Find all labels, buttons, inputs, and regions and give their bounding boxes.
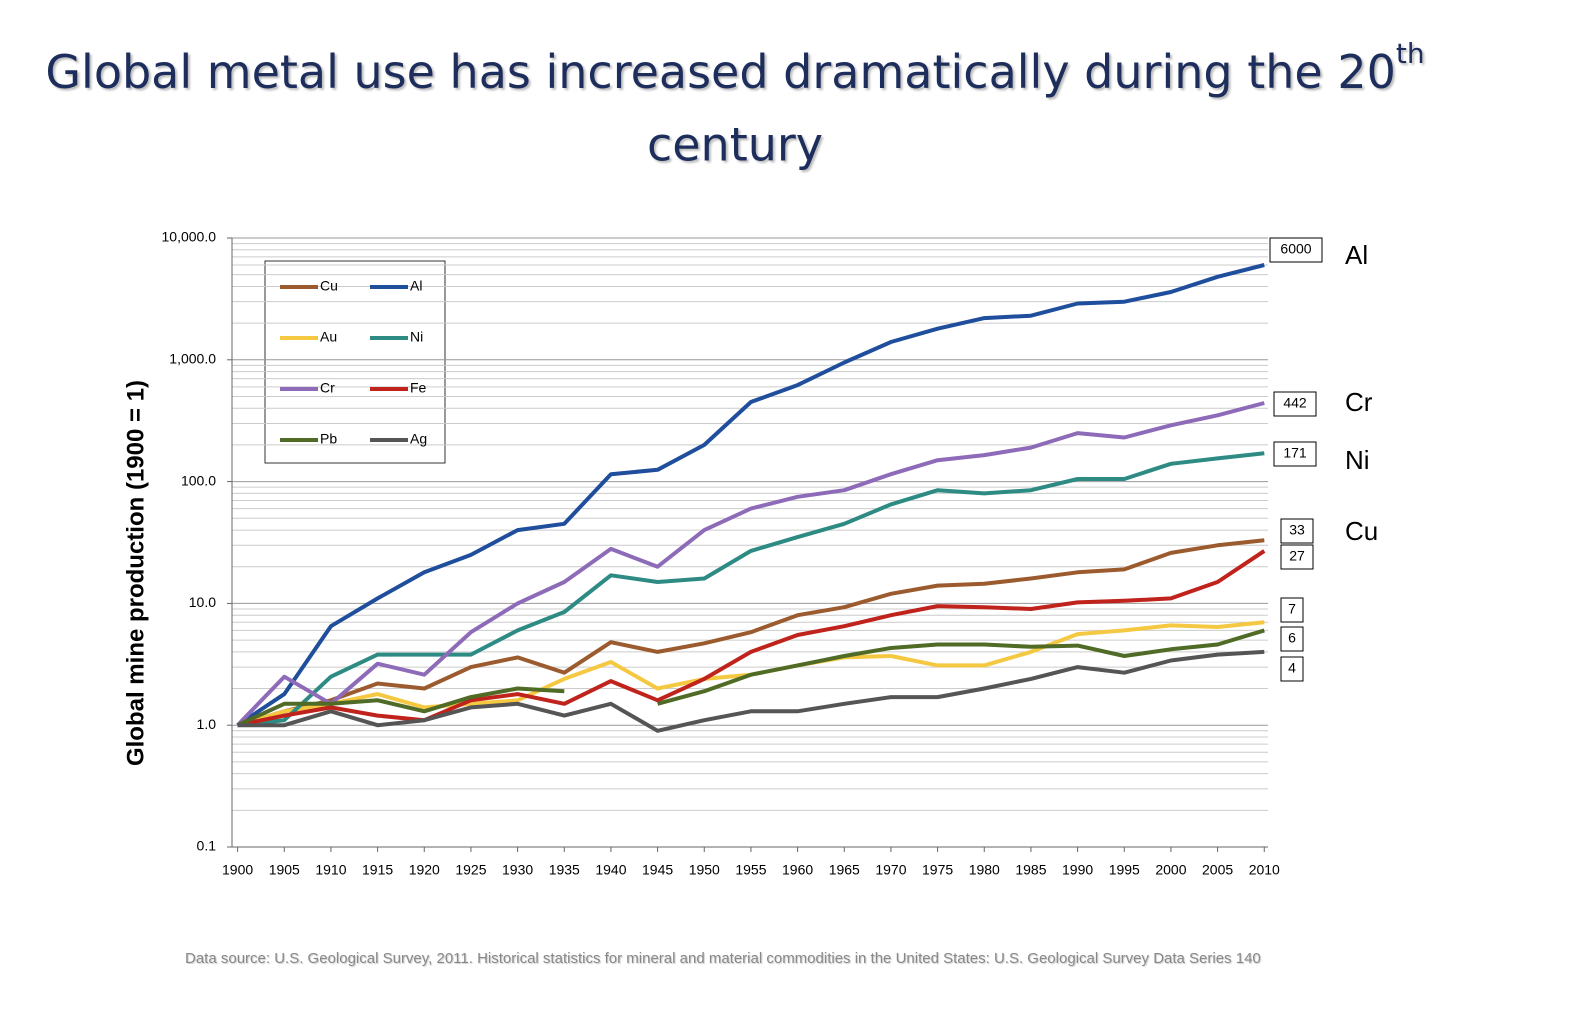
x-tick-label: 1985 bbox=[1015, 862, 1046, 878]
x-tick-label: 1955 bbox=[735, 862, 766, 878]
chart-title-line2: century bbox=[647, 118, 823, 172]
x-tick-label: 2000 bbox=[1155, 862, 1186, 878]
x-tick-label: 1990 bbox=[1062, 862, 1093, 878]
x-tick-label: 2005 bbox=[1202, 862, 1233, 878]
value-label-box bbox=[1280, 544, 1314, 570]
x-tick-label: 1960 bbox=[782, 862, 813, 878]
end-name: Ni bbox=[1345, 445, 1370, 475]
series-line bbox=[237, 649, 1265, 733]
y-tick-label: 100.0 bbox=[181, 472, 216, 488]
x-tick-label: 1950 bbox=[689, 862, 720, 878]
x-tick-label: 1975 bbox=[922, 862, 953, 878]
value-label: 6 bbox=[1288, 630, 1296, 646]
y-axis-label: Global mine production (1900 = 1) bbox=[122, 380, 149, 766]
legend-label: Al bbox=[410, 278, 422, 294]
value-label-box bbox=[1273, 391, 1317, 417]
y-tick-label: 10,000.0 bbox=[162, 229, 217, 245]
legend-label: Cr bbox=[320, 380, 335, 396]
y-tick-label: 1,000.0 bbox=[169, 351, 216, 367]
x-tick-label: 1995 bbox=[1109, 862, 1140, 878]
x-tick-label: 1905 bbox=[269, 862, 300, 878]
series-line bbox=[237, 538, 1265, 728]
x-tick-label: 1915 bbox=[362, 862, 393, 878]
x-tick-label: 1970 bbox=[875, 862, 906, 878]
x-tick-label: 1910 bbox=[315, 862, 346, 878]
y-tick-label: 0.1 bbox=[197, 838, 217, 854]
value-label-box bbox=[1280, 597, 1304, 623]
value-label-box bbox=[1273, 441, 1317, 467]
legend-label: Ag bbox=[410, 431, 427, 447]
series-line bbox=[237, 451, 1265, 728]
x-tick-label: 1930 bbox=[502, 862, 533, 878]
x-tick-label: 1940 bbox=[595, 862, 626, 878]
x-tick-label: 1980 bbox=[969, 862, 1000, 878]
value-label-box bbox=[1280, 656, 1304, 682]
legend-label: Cu bbox=[320, 278, 338, 294]
chart-title: Global metal use has increased dramatica… bbox=[45, 37, 1424, 99]
value-label: 7 bbox=[1288, 601, 1296, 617]
value-label: 171 bbox=[1283, 445, 1307, 461]
legend-label: Fe bbox=[410, 380, 427, 396]
value-label: 27 bbox=[1289, 548, 1305, 564]
value-label-box bbox=[1269, 237, 1323, 263]
y-tick-label: 1.0 bbox=[197, 716, 217, 732]
x-tick-label: 1945 bbox=[642, 862, 673, 878]
legend-box bbox=[264, 260, 446, 464]
legend-label: Pb bbox=[320, 431, 337, 447]
end-name: Al bbox=[1345, 240, 1368, 270]
value-label: 4 bbox=[1288, 660, 1296, 676]
value-label: 33 bbox=[1289, 522, 1305, 538]
value-label-box bbox=[1280, 518, 1314, 544]
title-superscript: th bbox=[1396, 37, 1425, 70]
series-line bbox=[237, 549, 1266, 728]
legend-label: Ni bbox=[410, 329, 423, 345]
series-line bbox=[236, 628, 1265, 728]
source-note: Data source: U.S. Geological Survey, 201… bbox=[185, 950, 1261, 967]
value-label: 6000 bbox=[1280, 241, 1311, 257]
series-line bbox=[236, 263, 1265, 727]
x-tick-label: 1925 bbox=[455, 862, 486, 878]
x-tick-label: 1900 bbox=[222, 862, 253, 878]
end-name: Cr bbox=[1345, 387, 1373, 417]
x-tick-label: 1965 bbox=[829, 862, 860, 878]
x-tick-label: 2010 bbox=[1249, 862, 1280, 878]
x-tick-label: 1920 bbox=[409, 862, 440, 878]
series-line bbox=[236, 401, 1265, 727]
value-label: 442 bbox=[1283, 395, 1307, 411]
x-tick-label: 1935 bbox=[549, 862, 580, 878]
y-tick-label: 10.0 bbox=[189, 594, 216, 610]
title-main: Global metal use has increased dramatica… bbox=[45, 45, 1395, 99]
value-label-box bbox=[1280, 626, 1304, 652]
end-name: Cu bbox=[1345, 516, 1378, 546]
legend-label: Au bbox=[320, 329, 337, 345]
